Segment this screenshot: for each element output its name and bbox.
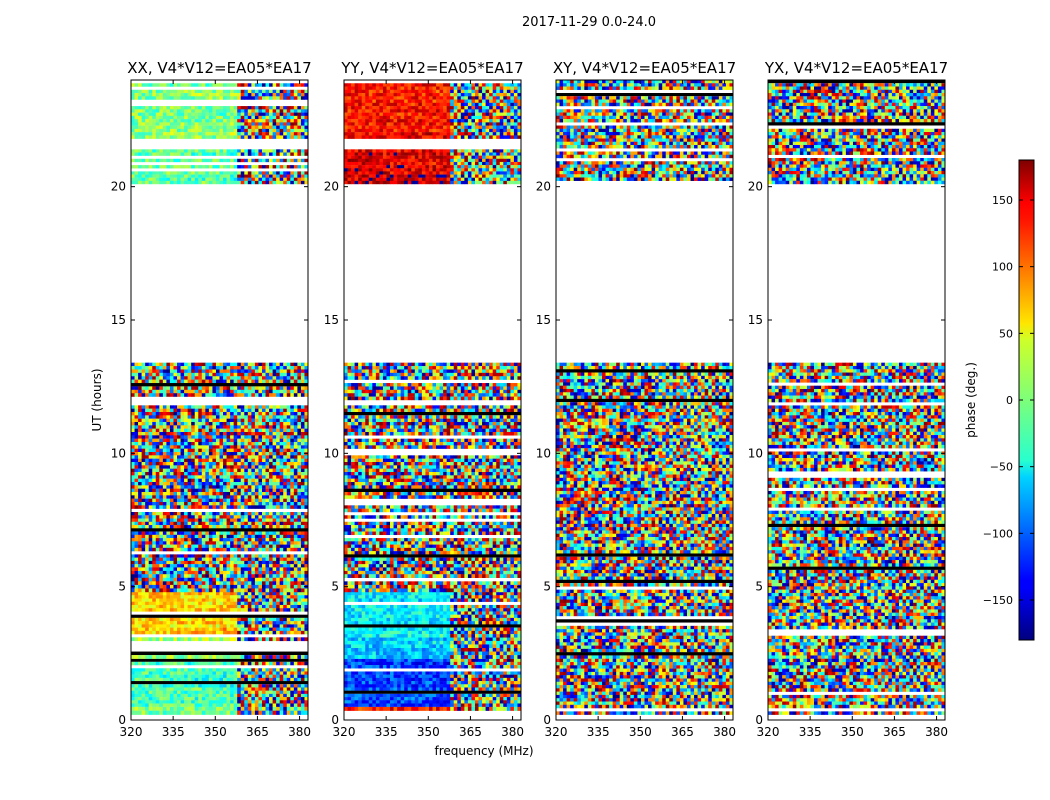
y-tick-label: 5	[755, 580, 763, 594]
y-tick-label: 10	[111, 446, 126, 460]
x-tick-label: 320	[120, 725, 143, 739]
x-tick-label: 320	[545, 725, 568, 739]
data-segment-7	[131, 362, 309, 397]
panel-3: YX, V4*V12=EA05*EA17 320 335 350 365 380 0 5 10 1…	[748, 59, 948, 739]
data-segment-9	[344, 83, 522, 139]
heatmap-cells	[131, 83, 309, 715]
data-segment-3	[344, 592, 522, 638]
x-tick-label: 350	[417, 725, 440, 739]
colorbar-tick-label: 150	[992, 194, 1013, 207]
y-axis-label: UT (hours)	[90, 368, 104, 431]
x-tick-label: 380	[288, 725, 311, 739]
x-axis-label: frequency (MHz)	[434, 744, 533, 758]
data-segment-4	[131, 570, 309, 593]
y-tick-label: 10	[324, 446, 339, 460]
colorbar-tick-label: −100	[983, 527, 1013, 540]
panel-frame	[343, 79, 522, 721]
y-tick-label: 20	[111, 180, 126, 194]
figure-suptitle: 2017-11-29 0.0-24.0	[522, 15, 656, 30]
y-tick-label: 10	[536, 446, 551, 460]
data-segment-5	[131, 512, 309, 571]
y-tick-label: 0	[755, 713, 763, 727]
x-tick-label: 335	[799, 725, 822, 739]
panel-title: XX, V4*V12=EA05*EA17	[127, 59, 311, 77]
colorbar-tick-label: −50	[990, 461, 1013, 474]
data-segment-8	[344, 149, 522, 185]
y-tick-label: 15	[748, 313, 763, 327]
panel-frame	[767, 79, 946, 721]
x-tick-label: 380	[925, 725, 948, 739]
data-segment-0	[131, 706, 309, 715]
y-tick-label: 15	[324, 313, 339, 327]
x-tick-label: 335	[162, 725, 185, 739]
panel-title: YY, V4*V12=EA05*EA17	[340, 59, 523, 77]
panel-title: XY, V4*V12=EA05*EA17	[553, 59, 736, 77]
data-segment-2	[344, 637, 522, 659]
data-segment-1	[344, 658, 522, 707]
data-segment-7	[344, 362, 522, 401]
x-tick-label: 335	[375, 725, 398, 739]
colorbar-tick-label: 100	[992, 261, 1013, 274]
colorbar-tick-label: −150	[983, 594, 1013, 607]
data-segment-1	[768, 80, 946, 185]
y-tick-label: 5	[543, 580, 551, 594]
data-segment-5	[344, 515, 522, 571]
y-tick-label: 0	[331, 713, 339, 727]
x-tick-label: 365	[883, 725, 906, 739]
data-segment-0	[344, 706, 522, 711]
y-tick-label: 5	[118, 580, 126, 594]
data-segment-2	[131, 637, 309, 659]
x-tick-label: 365	[671, 725, 694, 739]
y-tick-label: 10	[748, 446, 763, 460]
y-tick-label: 15	[111, 313, 126, 327]
x-tick-label: 350	[841, 725, 864, 739]
colorbar-label: phase (deg.)	[964, 362, 978, 438]
colorbar-tick-label: 0	[1006, 394, 1013, 407]
x-tick-label: 380	[713, 725, 736, 739]
data-segment-0	[556, 362, 734, 715]
heatmap-cells	[344, 83, 522, 711]
x-tick-label: 335	[587, 725, 610, 739]
y-tick-label: 20	[748, 180, 763, 194]
heatmap-cells	[768, 80, 946, 715]
panel-1: YY, V4*V12=EA05*EA17 320 335 350 365 380 0 5 10 1…	[324, 59, 524, 739]
panel-0: XX, V4*V12=EA05*EA17 320 335 350 365 380 0 5 10 1…	[111, 59, 312, 739]
x-tick-label: 320	[333, 725, 356, 739]
y-tick-label: 0	[118, 713, 126, 727]
panel-frame	[555, 79, 734, 721]
x-tick-label: 320	[757, 725, 780, 739]
y-tick-label: 0	[543, 713, 551, 727]
y-tick-label: 20	[536, 180, 551, 194]
colorbar: 150 100 50 0 −50 −100 −150 phase (deg.)	[964, 159, 1035, 641]
panel-background	[131, 80, 308, 720]
data-segment-1	[131, 658, 309, 707]
data-segment-1	[556, 80, 734, 181]
panels: XX, V4*V12=EA05*EA17 320 335 350 365 380 0 5 10 1…	[111, 59, 948, 739]
heatmap-cells	[556, 80, 734, 715]
panel-2: XY, V4*V12=EA05*EA17 320 335 350 365 380 0 5 10 1…	[536, 59, 736, 739]
colorbar-ticks: 150 100 50 0 −50 −100 −150	[983, 194, 1034, 607]
x-tick-label: 350	[204, 725, 227, 739]
x-tick-label: 380	[501, 725, 524, 739]
data-segment-4	[344, 570, 522, 593]
data-segment-6	[131, 405, 309, 509]
y-tick-label: 20	[324, 180, 339, 194]
y-tick-label: 15	[536, 313, 551, 327]
y-tick-label: 5	[331, 580, 339, 594]
x-tick-label: 350	[629, 725, 652, 739]
data-segment-8	[131, 149, 309, 185]
x-tick-label: 365	[459, 725, 482, 739]
panel-title: YX, V4*V12=EA05*EA17	[764, 59, 948, 77]
panel-frame	[130, 79, 309, 721]
colorbar-tick-label: 50	[999, 327, 1013, 340]
x-tick-label: 365	[246, 725, 269, 739]
data-segment-0	[768, 362, 946, 715]
data-segment-6	[344, 405, 522, 513]
data-segment-3	[131, 592, 309, 635]
data-segment-9	[131, 83, 309, 139]
